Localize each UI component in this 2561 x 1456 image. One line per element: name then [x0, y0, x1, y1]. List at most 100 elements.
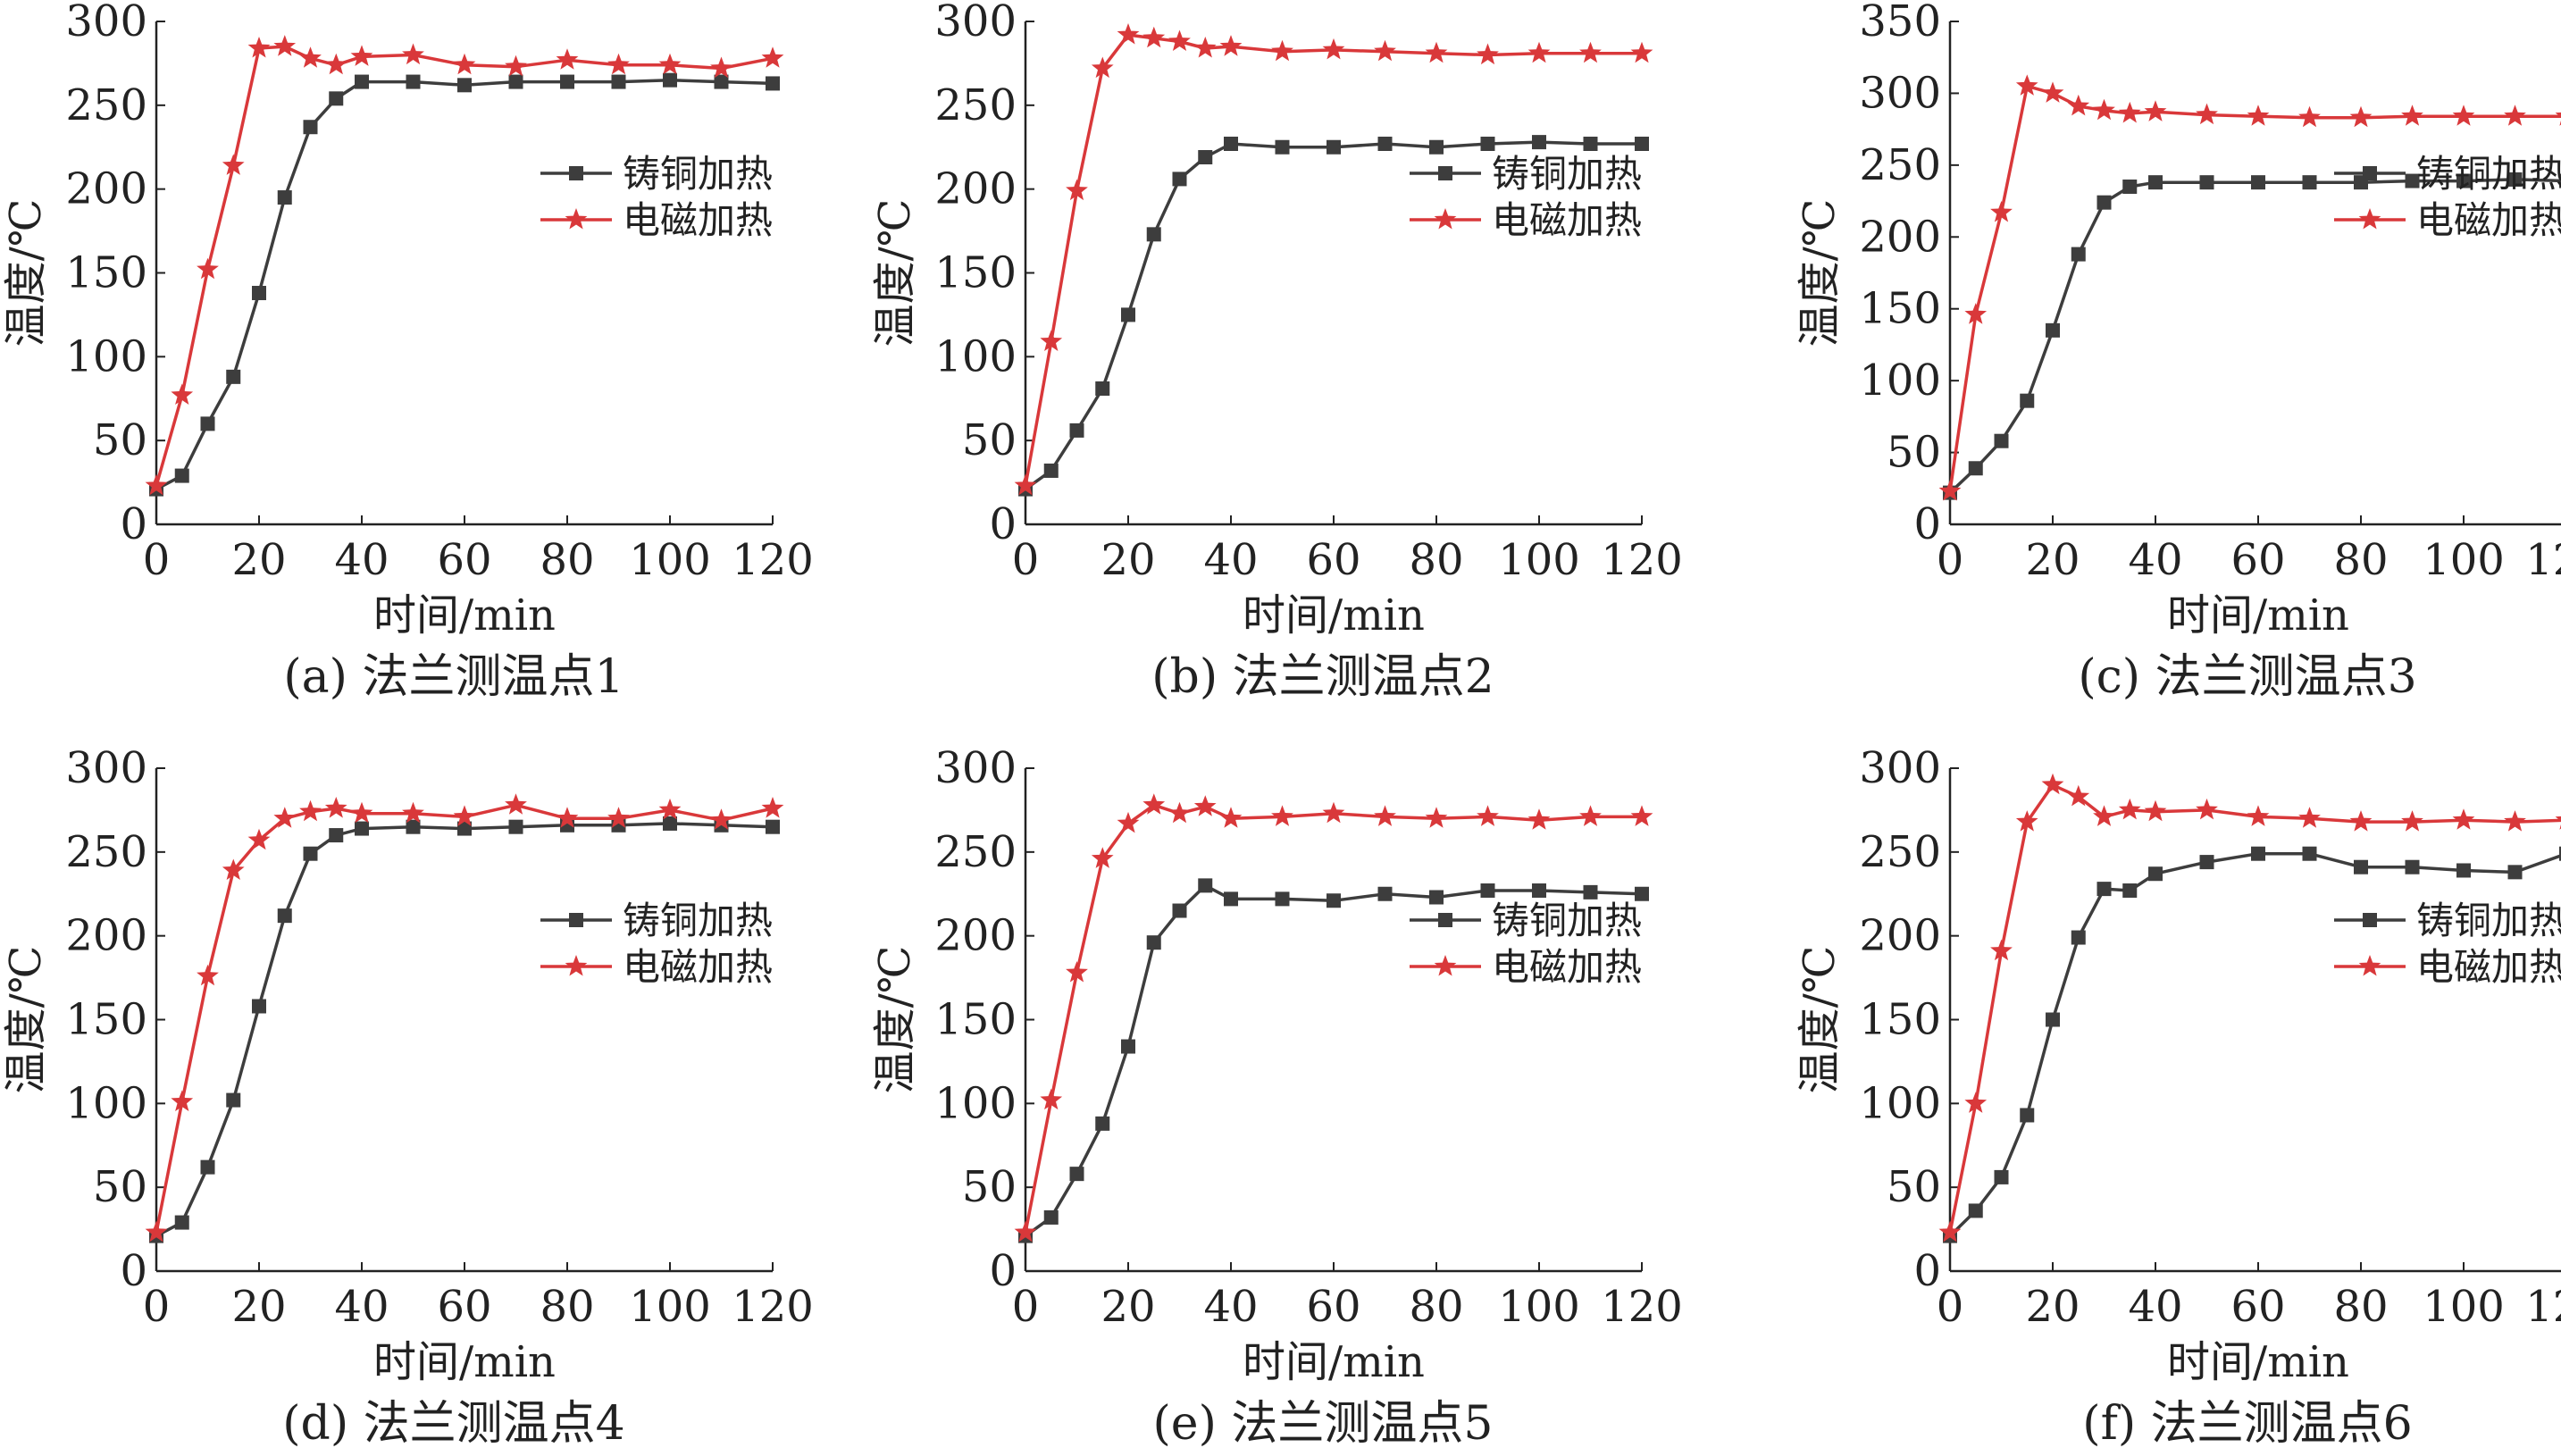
x-tick-label: 120 — [732, 1282, 814, 1332]
data-point — [556, 48, 579, 70]
legend-marker — [1438, 166, 1452, 180]
x-axis-title: 时间/min — [1243, 1337, 1425, 1387]
data-point — [1043, 1209, 1059, 1225]
data-point — [2401, 810, 2423, 832]
data-point — [2507, 172, 2523, 187]
x-tick-label: 40 — [2128, 1282, 2182, 1332]
data-point — [2247, 105, 2270, 126]
x-tick-label: 40 — [2128, 535, 2182, 585]
data-point — [505, 793, 527, 815]
data-point — [1091, 56, 1114, 79]
data-point — [2559, 173, 2561, 188]
data-point — [1630, 805, 1653, 826]
data-point — [1327, 139, 1341, 155]
data-point — [1117, 811, 1140, 833]
data-point — [2456, 173, 2471, 188]
y-tick-label: 50 — [962, 1162, 1017, 1212]
data-point — [453, 53, 476, 75]
x-tick-label: 0 — [143, 1282, 171, 1332]
data-point — [1198, 878, 1213, 893]
data-point — [2118, 101, 2141, 123]
y-tick-label: 200 — [934, 164, 1017, 214]
data-point — [1219, 807, 1243, 828]
data-point — [2349, 810, 2373, 832]
y-tick-label: 0 — [120, 499, 147, 549]
data-point — [1322, 801, 1345, 824]
data-point — [1142, 26, 1166, 48]
data-point — [710, 808, 732, 830]
y-tick-label: 250 — [1859, 140, 1941, 190]
data-point — [1040, 1088, 1063, 1110]
x-tick-label: 100 — [629, 535, 711, 585]
data-point — [457, 821, 472, 836]
data-point — [1198, 150, 1213, 165]
panel-caption: (a) 法兰测温点1 — [283, 650, 624, 704]
data-point — [714, 74, 729, 89]
data-point — [247, 37, 271, 58]
data-point — [226, 1092, 241, 1108]
legend-marker — [2358, 208, 2381, 230]
y-tick-label: 300 — [65, 743, 147, 793]
data-point — [1193, 795, 1217, 816]
data-point — [1117, 23, 1140, 45]
x-tick-label: 0 — [1012, 1282, 1040, 1332]
chart-panel-5: 0 50 100 150 200 250 300 0 20 40 60 80 100 120 时间/min 温… — [870, 743, 1683, 1451]
data-point — [200, 1159, 215, 1175]
data-point — [2298, 105, 2321, 128]
legend-label: 铸铜加热 — [2416, 152, 2561, 196]
data-point — [1527, 41, 1551, 63]
data-point — [145, 473, 168, 496]
y-tick-label: 50 — [1887, 1162, 1941, 1212]
data-point — [1014, 473, 1037, 496]
data-point — [2097, 882, 2112, 897]
data-point — [1069, 423, 1084, 438]
legend-label: 铸铜加热 — [623, 152, 773, 196]
data-point — [355, 74, 369, 89]
x-tick-label: 120 — [2525, 1282, 2561, 1332]
data-point — [1477, 43, 1499, 65]
y-tick-label: 250 — [65, 80, 147, 130]
data-point — [1275, 139, 1290, 155]
data-point — [1938, 480, 1962, 501]
data-point — [1095, 381, 1110, 396]
data-point — [2046, 1012, 2060, 1027]
data-point — [2452, 808, 2475, 830]
data-point — [1168, 801, 1191, 824]
data-point — [2196, 798, 2218, 820]
y-tick-label: 50 — [1887, 428, 1941, 478]
data-point — [2067, 94, 2090, 116]
x-tick-label: 80 — [1409, 1282, 1463, 1332]
chart-panel-6: 0 50 100 150 200 250 300 0 20 40 60 80 100 120 时间/min 温… — [1795, 743, 2561, 1451]
data-point — [197, 964, 219, 986]
data-point — [350, 45, 373, 66]
data-point — [2097, 195, 2112, 210]
data-point — [1532, 135, 1546, 150]
y-tick-label: 300 — [1859, 68, 1941, 118]
data-point — [658, 53, 682, 75]
y-tick-label: 150 — [65, 248, 147, 298]
y-tick-label: 50 — [93, 415, 147, 465]
data-point — [508, 74, 523, 89]
x-tick-label: 60 — [437, 535, 491, 585]
data-point — [663, 72, 677, 88]
data-point — [2555, 112, 2561, 126]
x-tick-label: 80 — [540, 1282, 594, 1332]
data-point — [1043, 463, 1059, 478]
legend-marker — [565, 208, 588, 230]
data-point — [1477, 805, 1499, 826]
series-cast-copper — [1943, 172, 2561, 500]
x-axis-title: 时间/min — [2167, 590, 2349, 640]
data-point — [663, 816, 677, 831]
panel-caption: (d) 法兰测温点4 — [282, 1397, 624, 1451]
series-electromagnetic — [145, 35, 784, 496]
y-tick-label: 200 — [1859, 212, 1941, 262]
data-point — [1374, 39, 1396, 62]
chart-panel-4: 0 50 100 150 200 250 300 0 20 40 60 80 100 120 时间/min 温… — [1, 743, 814, 1451]
series-line — [1024, 803, 1642, 1234]
data-point — [560, 74, 574, 89]
data-point — [171, 1090, 194, 1111]
data-point — [1425, 807, 1448, 828]
chart-panel-1: 0 50 100 150 200 250 300 0 20 40 60 80 100 120 时间/min 温… — [1, 0, 814, 704]
legend-label: 电磁加热 — [2416, 945, 2561, 989]
